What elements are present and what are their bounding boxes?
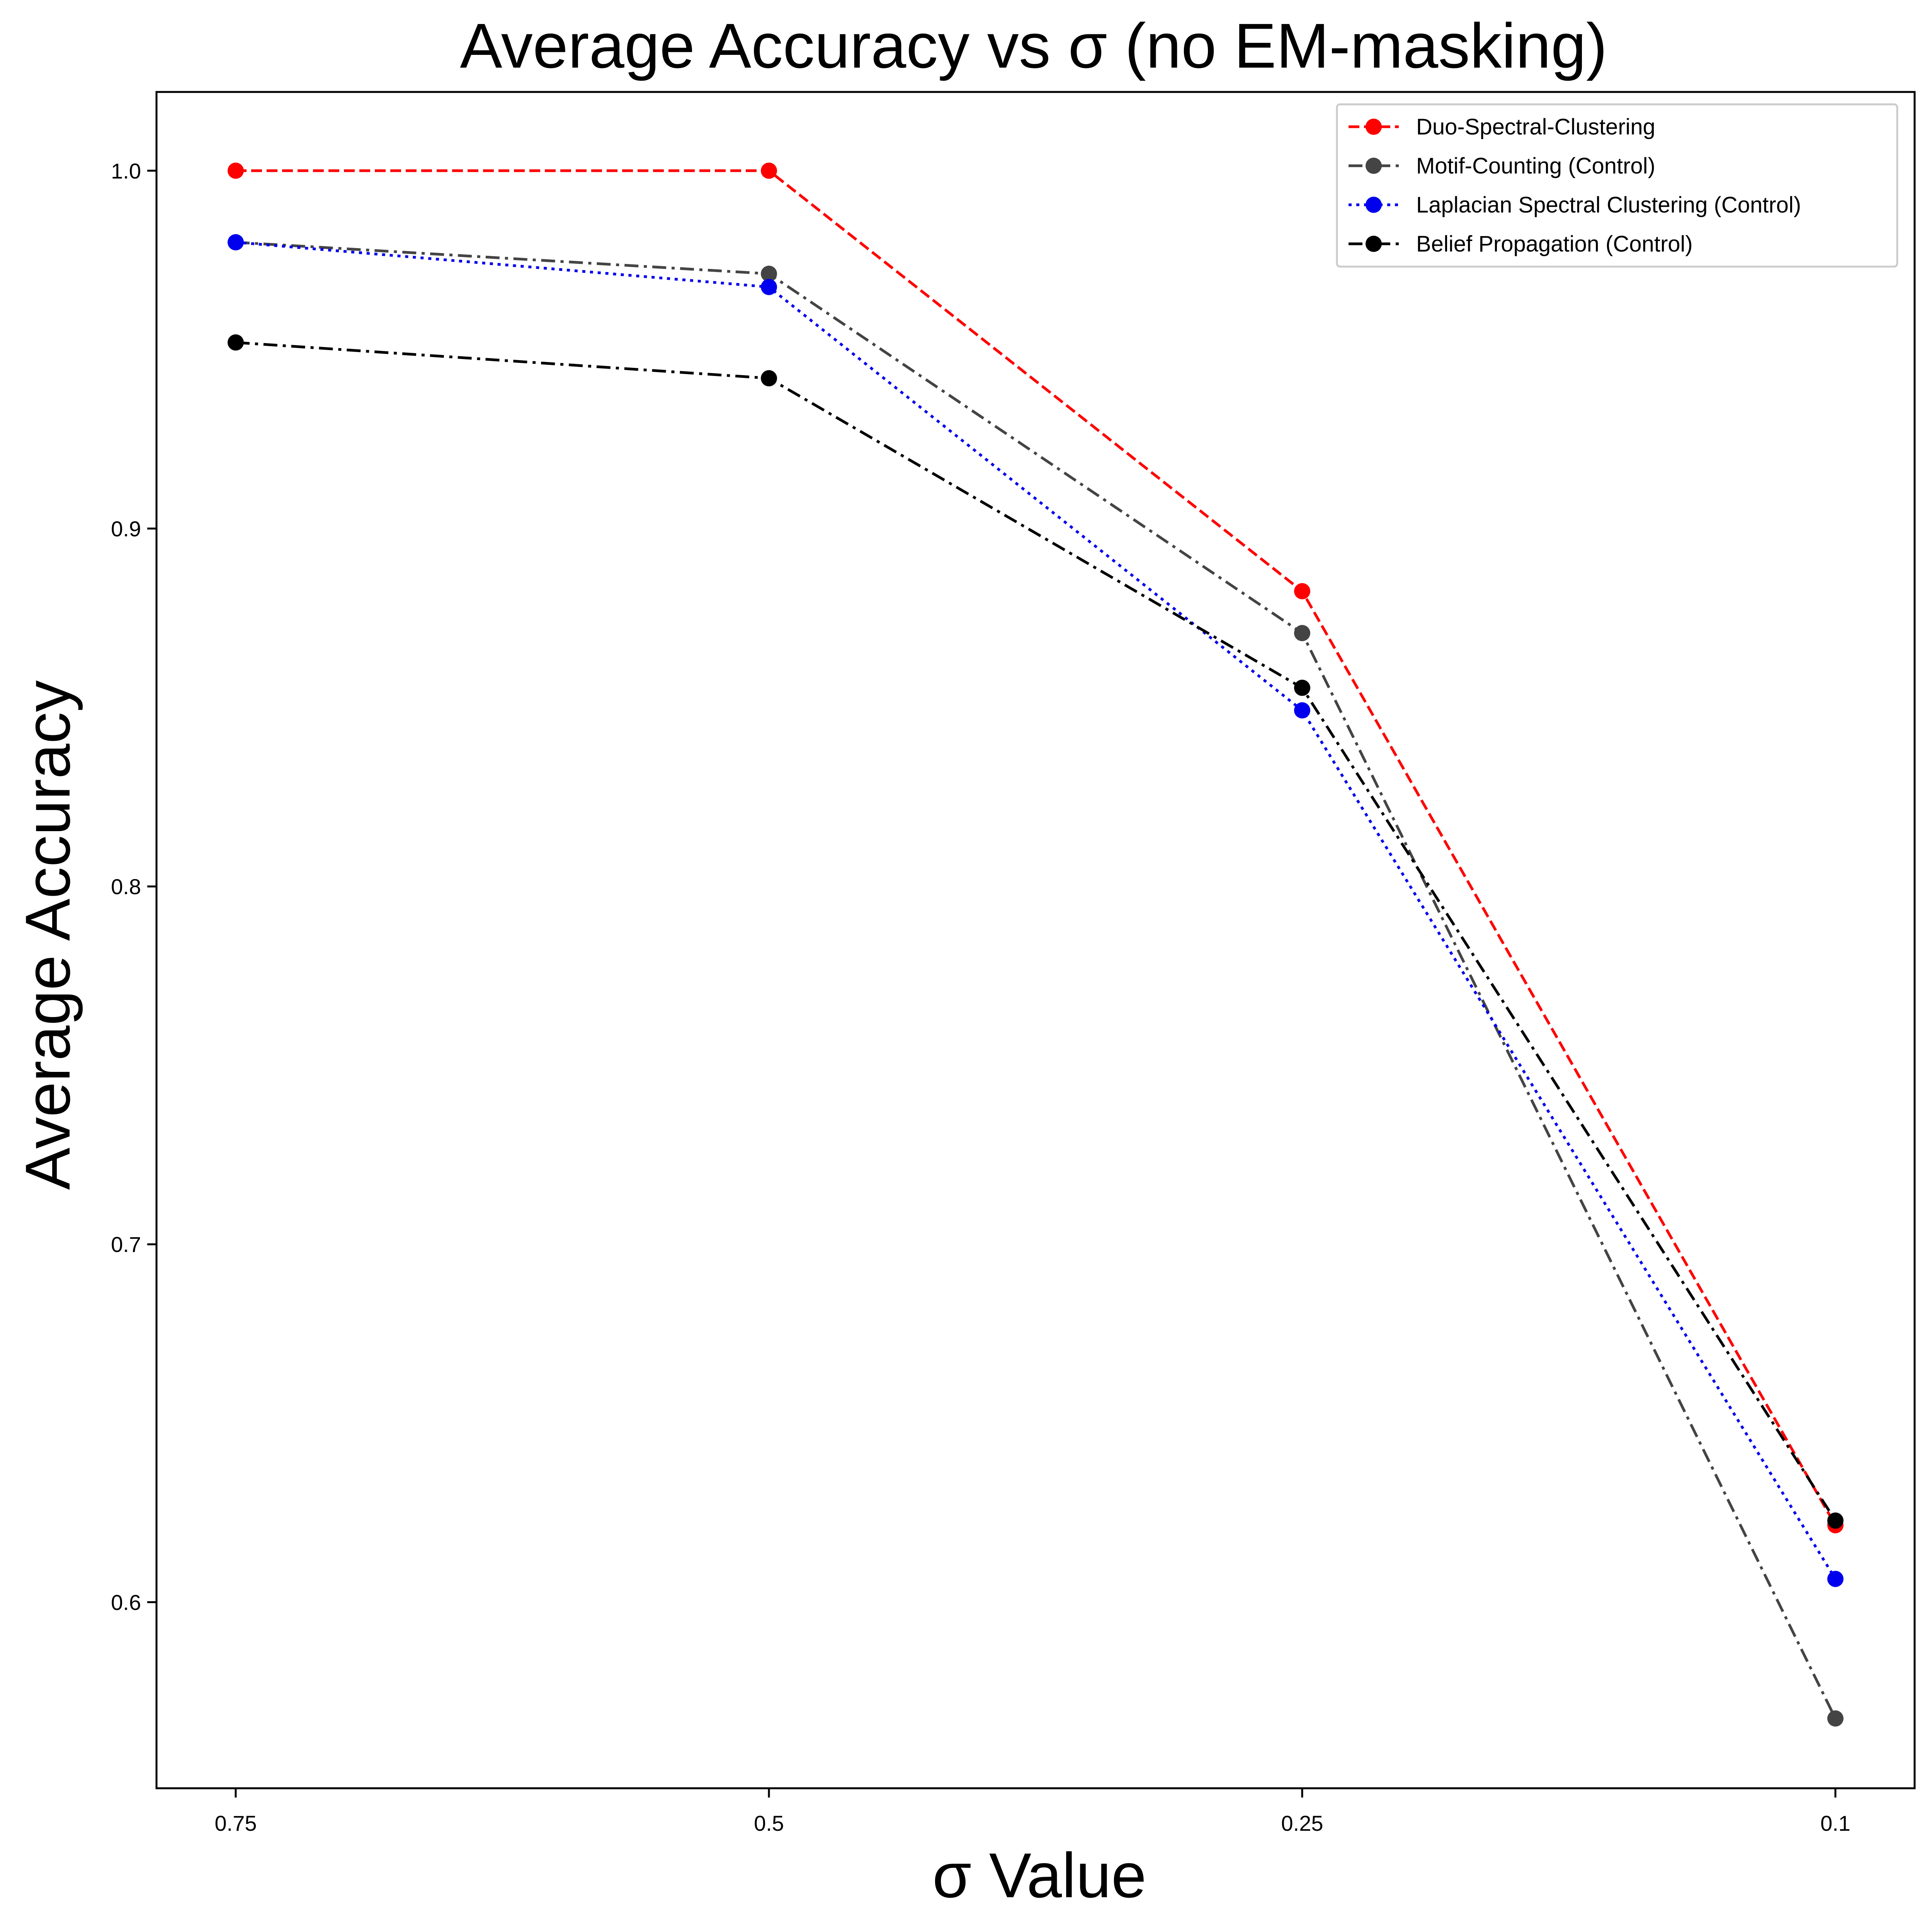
series-line-duo-spectral-clustering	[236, 169, 1837, 1526]
chart-title: Average Accuracy vs σ (no EM-masking)	[460, 10, 1607, 81]
y-tick-label: 0.7	[111, 1232, 141, 1257]
legend-label: Duo-Spectral-Clustering	[1416, 114, 1655, 139]
series-line-belief-propagation-control	[235, 341, 1837, 1522]
x-tick-label: 0.1	[1820, 1811, 1850, 1835]
legend-marker	[1366, 197, 1382, 213]
series-line-motif-counting-control	[235, 241, 1837, 1719]
data-point-motif-counting-control	[1827, 1710, 1844, 1727]
data-point-duo-spectral-clustering	[1294, 583, 1310, 599]
legend-box	[1336, 103, 1898, 268]
x-tick-label: 0.75	[215, 1811, 257, 1835]
plot-area: 0.75 0.5 0.25 0.1 0.6 0.7 0.8 0.9 1.0	[111, 159, 1850, 1835]
legend-label: Belief Propagation (Control)	[1416, 231, 1693, 257]
y-tick-label: 0.8	[111, 874, 141, 899]
data-point-belief-propagation-control	[1827, 1512, 1844, 1529]
data-point-laplacian-spectral-clustering-control	[761, 279, 777, 295]
legend-label: Laplacian Spectral Clustering (Control)	[1416, 192, 1801, 218]
y-tick-label: 1.0	[111, 159, 141, 183]
legend-label: Motif-Counting (Control)	[1416, 153, 1655, 179]
y-tick-label: 0.9	[111, 517, 141, 541]
x-tick-label: 0.5	[754, 1811, 784, 1835]
data-point-duo-spectral-clustering	[228, 162, 244, 179]
series-line-laplacian-spectral-clustering-control	[235, 241, 1837, 1580]
legend-marker	[1366, 158, 1382, 174]
legend-marker	[1366, 119, 1382, 135]
data-point-motif-counting-control	[1294, 625, 1310, 641]
x-axis-label: σ Value	[932, 1840, 1146, 1911]
data-point-laplacian-spectral-clustering-control	[1827, 1571, 1844, 1587]
data-point-belief-propagation-control	[228, 334, 244, 351]
legend-marker	[1366, 236, 1382, 252]
data-point-motif-counting-control	[761, 265, 777, 282]
legend: Duo-Spectral-Clustering Motif-Counting (C…	[1336, 103, 1898, 268]
data-point-laplacian-spectral-clustering-control	[1294, 702, 1310, 719]
plot-frame	[155, 91, 1916, 1789]
x-tick-label: 0.25	[1281, 1811, 1323, 1835]
data-point-duo-spectral-clustering	[761, 162, 777, 179]
data-point-belief-propagation-control	[761, 370, 777, 386]
data-point-laplacian-spectral-clustering-control	[228, 234, 244, 250]
y-axis-label: Average Accuracy	[12, 680, 83, 1190]
y-tick-label: 0.6	[111, 1590, 141, 1614]
data-point-belief-propagation-control	[1294, 680, 1310, 696]
